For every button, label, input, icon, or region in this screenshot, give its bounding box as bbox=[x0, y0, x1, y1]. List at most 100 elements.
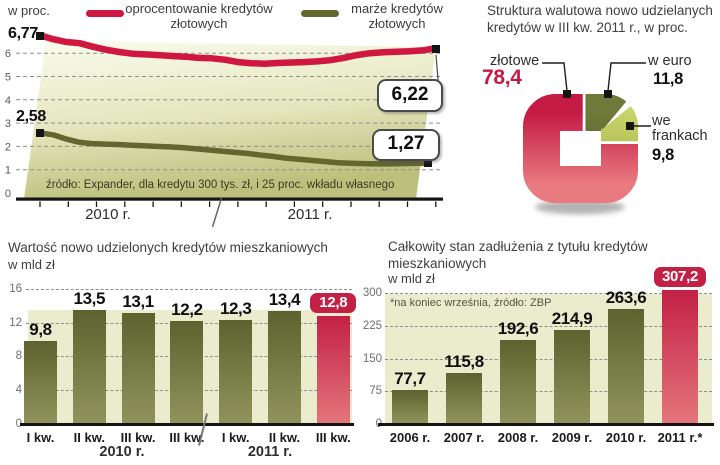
y-axis-tick-label: 75 bbox=[369, 385, 382, 398]
legend-swatch-margin bbox=[301, 10, 339, 17]
bar bbox=[170, 320, 204, 424]
legend-swatch-rate bbox=[86, 10, 124, 17]
bar-value-label: 115,8 bbox=[444, 352, 484, 372]
bar-value-label: 12,3 bbox=[219, 299, 252, 319]
margin-start-value: 2,58 bbox=[16, 108, 46, 125]
bar bbox=[121, 313, 155, 424]
new-loans-title: Wartość nowo udzielonych kredytów mieszk… bbox=[8, 240, 328, 255]
x-axis-category-label: II kw. bbox=[268, 430, 301, 445]
bar-value-label: 12,2 bbox=[171, 299, 203, 319]
x-axis-category-label: 2009 r. bbox=[551, 430, 593, 445]
x-axis-category-label: 2007 r. bbox=[443, 430, 485, 445]
legend-label-rate: oprocentowanie kredytów złotowych bbox=[125, 1, 273, 31]
legend-label-margin: marże kredytów złotowych bbox=[351, 1, 443, 31]
svg-text:4: 4 bbox=[5, 95, 11, 107]
svg-text:3: 3 bbox=[5, 118, 11, 130]
y-axis-tick-label: 150 bbox=[362, 352, 382, 365]
x-axis-line bbox=[20, 423, 354, 426]
gridline bbox=[385, 358, 712, 360]
rates-plot-area: 6 5 4 3 2 1 0 bbox=[0, 0, 460, 239]
slice-value-euro: 11,8 bbox=[653, 70, 684, 88]
new-loans-group-2010: 2010 r. bbox=[99, 444, 145, 460]
bar bbox=[316, 315, 350, 424]
pie-plot-area bbox=[485, 48, 720, 235]
slice-value-franki: 9,8 bbox=[652, 146, 675, 164]
bar bbox=[72, 309, 106, 424]
rates-source-note: źródło: Expander, dla kredytu 300 tys. z… bbox=[46, 179, 395, 191]
rate-start-value: 6,77 bbox=[8, 25, 38, 42]
slice-label-zlotowe: złotowe bbox=[490, 53, 540, 69]
rates-line-svg: 6 5 4 3 2 1 0 bbox=[5, 32, 443, 228]
x-axis-category-label: III kw. bbox=[120, 430, 156, 445]
bar bbox=[268, 310, 301, 424]
y-axis-tick-label: 0 bbox=[15, 418, 22, 430]
total-debt-chart: Całkowity stan zadłużenia z tytułu kredy… bbox=[360, 236, 720, 465]
bar-value-label: 263,6 bbox=[605, 287, 647, 307]
bar bbox=[446, 373, 482, 424]
svg-text:0: 0 bbox=[5, 188, 11, 200]
rates-year-group-2010: 2010 r. bbox=[85, 206, 131, 223]
gridline bbox=[385, 325, 712, 327]
slice-value-zlotowe: 78,4 bbox=[482, 66, 522, 89]
svg-text:6: 6 bbox=[5, 48, 11, 60]
bar bbox=[662, 289, 698, 424]
margin-series-line bbox=[37, 130, 431, 167]
bar-value-label: 13,4 bbox=[268, 289, 301, 309]
new-loans-group-2011: 2011 r. bbox=[247, 444, 293, 460]
bar bbox=[554, 330, 590, 424]
x-axis-category-label: I kw. bbox=[26, 430, 55, 445]
x-axis-category-label: III kw. bbox=[315, 430, 351, 445]
rate-end-callout: 6,22 bbox=[377, 79, 443, 112]
slice-label-euro: w euro bbox=[648, 53, 692, 69]
svg-text:5: 5 bbox=[5, 72, 11, 84]
rates-year-group-2011: 2011 r. bbox=[287, 206, 333, 223]
y-axis-tick-label: 16 bbox=[9, 282, 22, 295]
y-axis-tick-label: 300 bbox=[362, 287, 382, 299]
currency-structure-chart: Struktura walutowa nowo udzielanych kred… bbox=[460, 0, 720, 234]
svg-text:2: 2 bbox=[5, 141, 11, 153]
y-axis-tick-label: 12 bbox=[9, 316, 22, 329]
bar-value-label: 13,1 bbox=[122, 292, 154, 312]
new-loans-chart: Wartość nowo udzielonych kredytów mieszk… bbox=[0, 236, 360, 465]
total-debt-title: Całkowity stan zadłużenia z tytułu kredy… bbox=[388, 239, 648, 271]
y-axis-tick-label: 8 bbox=[15, 350, 22, 363]
bar-value-label: 13,5 bbox=[73, 288, 106, 308]
slice-label-franki: we frankach bbox=[652, 113, 708, 144]
rate-series-line bbox=[36, 32, 440, 67]
x-axis-line bbox=[378, 423, 714, 426]
gridline bbox=[26, 288, 352, 290]
x-axis-category-label: 2008 r. bbox=[497, 430, 539, 445]
bar bbox=[500, 339, 536, 424]
total-debt-unit: w mld zł bbox=[388, 271, 435, 286]
x-axis-category-label: II kw. bbox=[73, 430, 105, 445]
y-axis-tick-label: 4 bbox=[15, 384, 22, 397]
bar-value-badge: 307,2 bbox=[654, 266, 706, 287]
bar-value-badge: 12,8 bbox=[310, 292, 357, 313]
bar bbox=[219, 320, 253, 424]
bar-value-label: 77,7 bbox=[394, 369, 426, 389]
bar-value-label: 192,6 bbox=[497, 318, 539, 338]
x-axis-category-label: I kw. bbox=[221, 430, 250, 445]
x-axis-category-label: 2010 r. bbox=[605, 430, 647, 445]
rates-unit-label: w proc. bbox=[8, 3, 50, 18]
gridline bbox=[385, 391, 712, 393]
bar bbox=[392, 390, 428, 424]
gridline bbox=[385, 293, 712, 294]
pie-title: Struktura walutowa nowo udzielanych kred… bbox=[487, 3, 713, 35]
x-axis-category-label: 2011 r.* bbox=[657, 430, 703, 445]
currency-donut-svg bbox=[523, 62, 651, 215]
bar-value-label: 214,9 bbox=[551, 309, 593, 329]
x-axis-category-label: 2006 r. bbox=[389, 430, 431, 445]
margin-end-callout: 1,27 bbox=[372, 129, 440, 161]
bar-value-label: 9,8 bbox=[29, 320, 52, 340]
svg-text:1: 1 bbox=[5, 165, 11, 177]
bar bbox=[608, 308, 644, 424]
total-debt-note: *na koniec września, źródło: ZBP bbox=[390, 297, 552, 309]
donut-ring bbox=[523, 94, 638, 203]
y-axis-tick-label: 225 bbox=[362, 319, 382, 332]
new-loans-unit: w mld zł bbox=[8, 257, 55, 272]
x-axis-category-label: III kw. bbox=[169, 430, 205, 445]
rates-chart: 6 5 4 3 2 1 0 w proc. oprocentowanie kredytów … bbox=[0, 0, 460, 234]
bar bbox=[24, 341, 57, 424]
